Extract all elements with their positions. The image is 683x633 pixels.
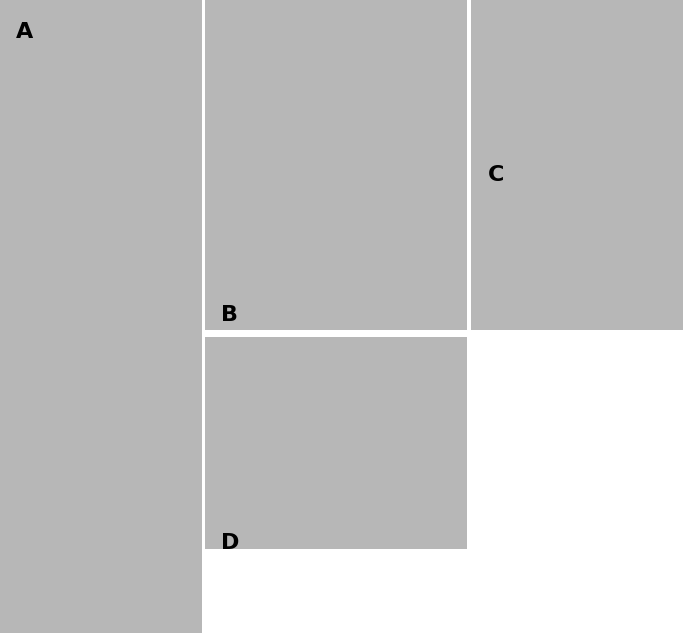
Text: C: C [488, 165, 504, 185]
Text: A: A [16, 22, 33, 42]
Text: B: B [221, 305, 238, 325]
Text: D: D [221, 533, 239, 553]
